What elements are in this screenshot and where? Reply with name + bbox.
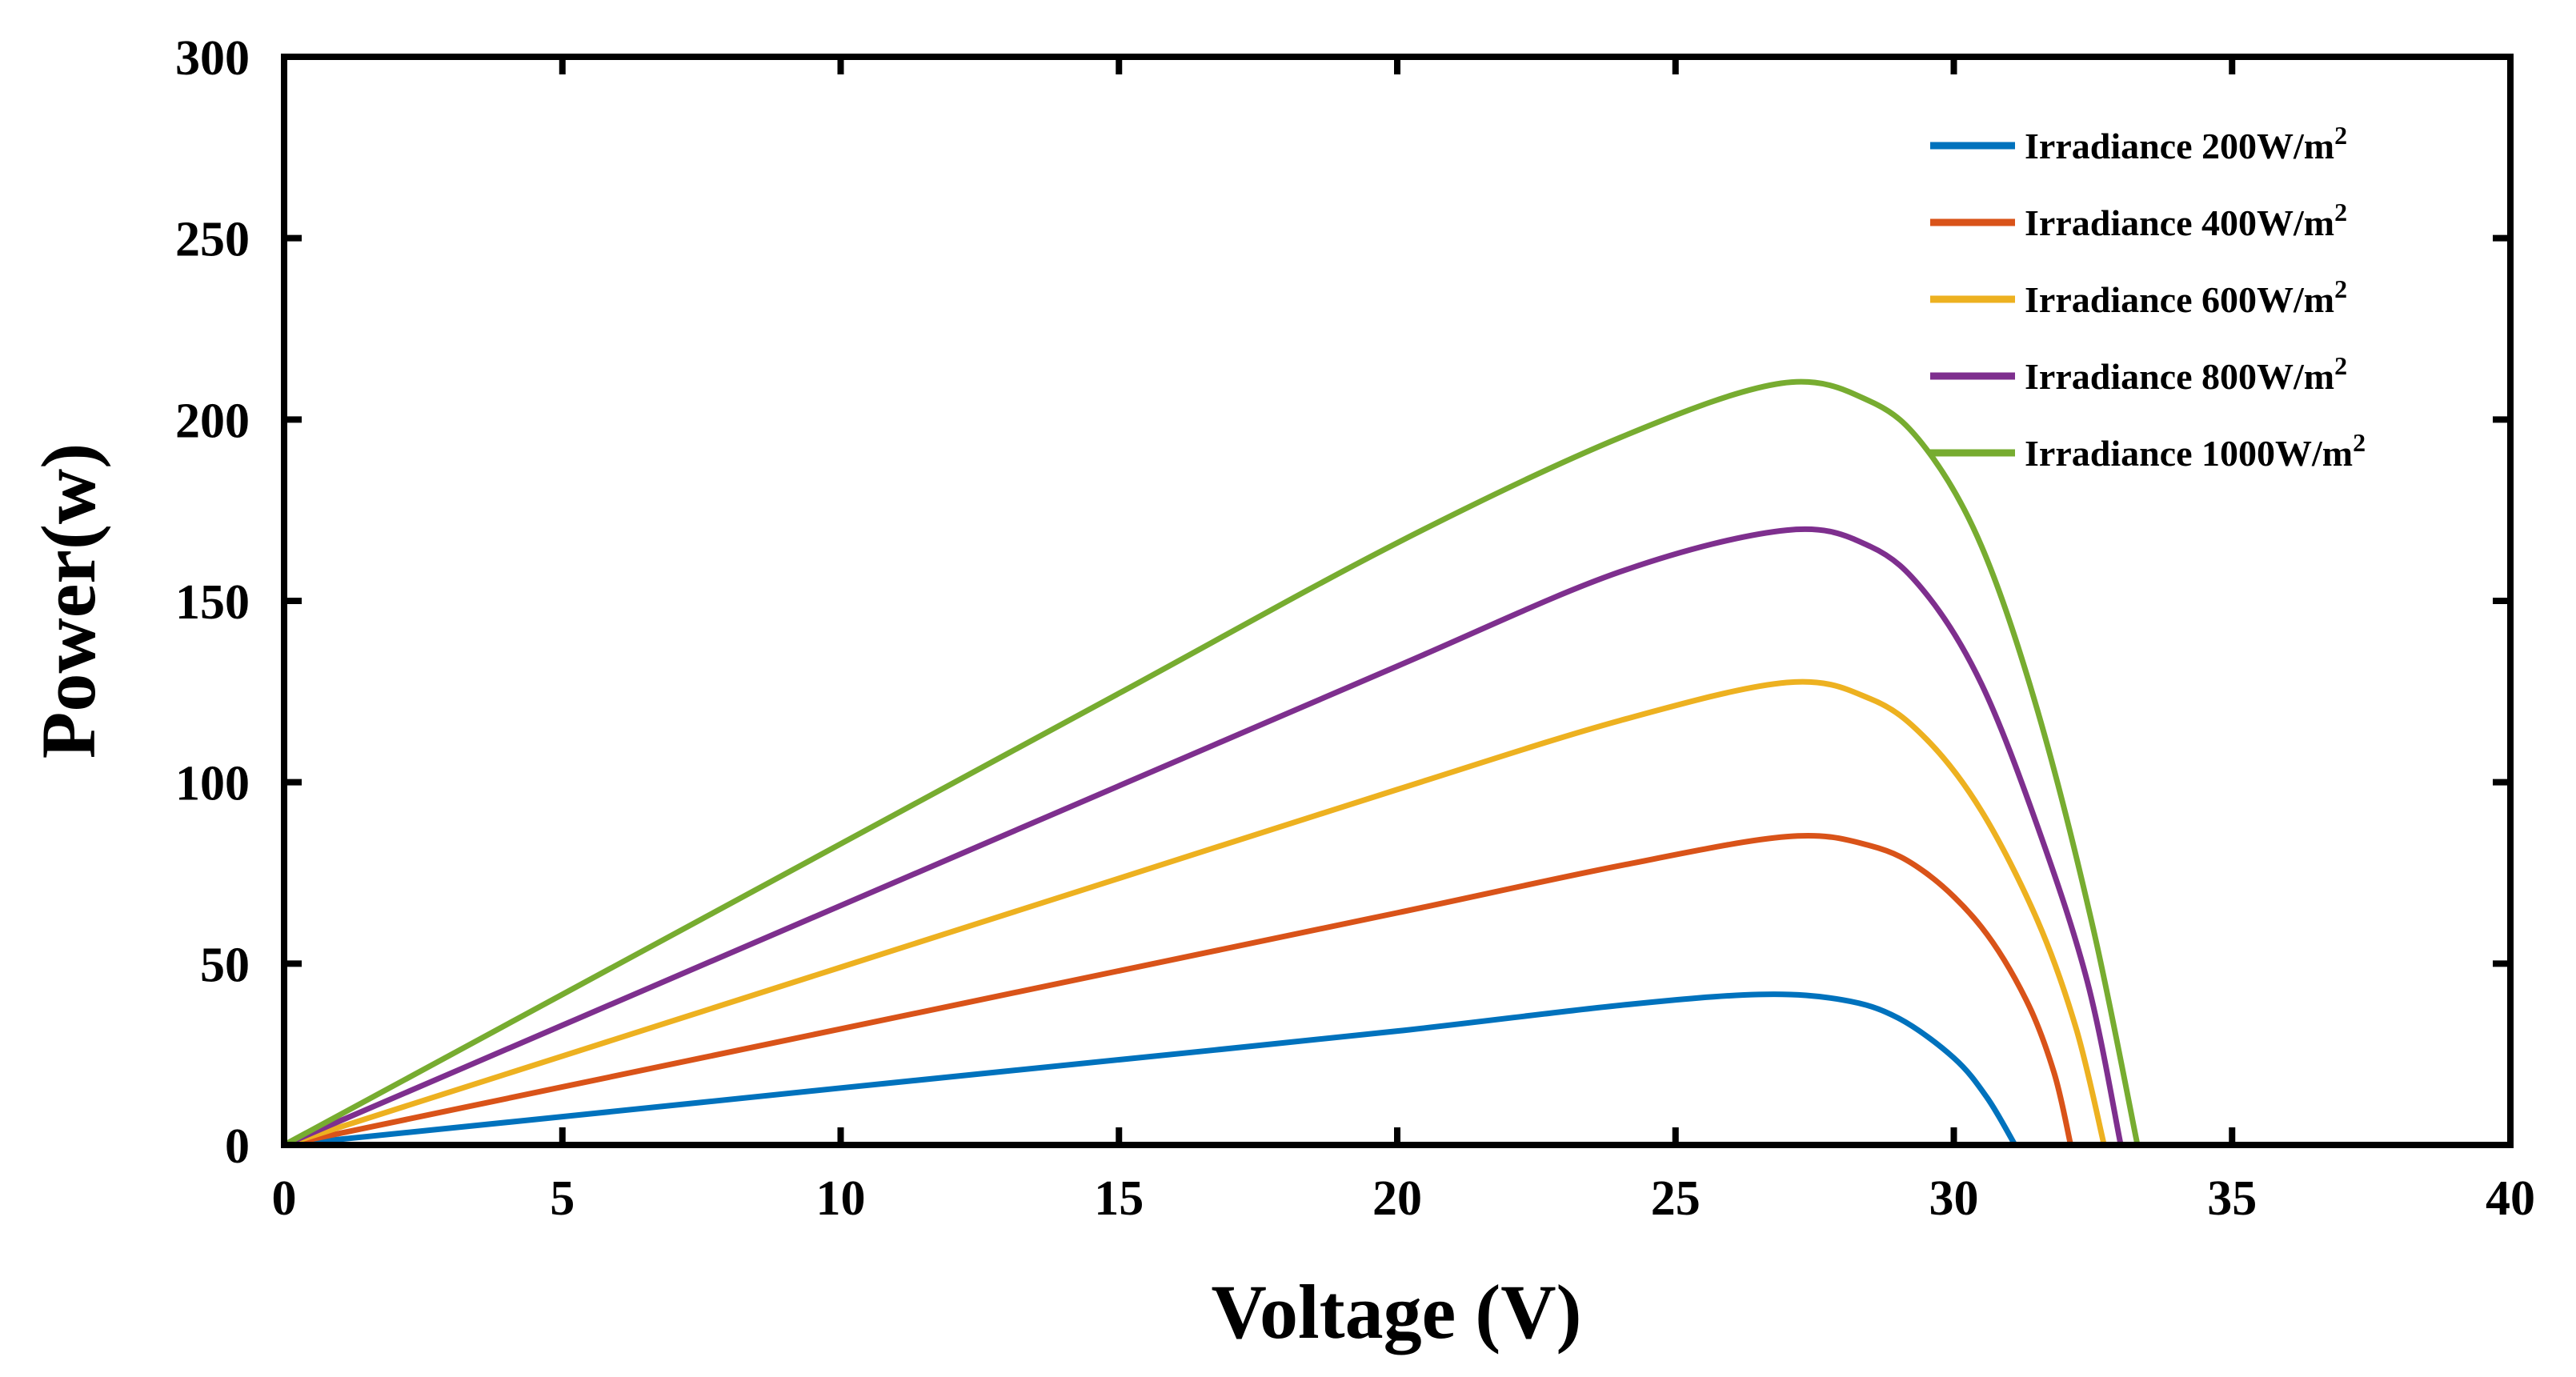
y-tick-label: 150 xyxy=(175,575,250,630)
series-line-3 xyxy=(281,678,2107,1148)
x-tick-label: 10 xyxy=(816,1171,866,1226)
x-tick-label: 0 xyxy=(272,1171,297,1226)
x-tick-label: 30 xyxy=(1929,1171,1979,1226)
legend-label-1: Irradiance 200W/m2 xyxy=(2025,121,2347,166)
legend-label-5: Irradiance 1000W/m2 xyxy=(2025,428,2366,474)
x-tick-label: 35 xyxy=(2207,1171,2257,1226)
series-line-5 xyxy=(281,378,2141,1148)
x-tick-label: 40 xyxy=(2486,1171,2535,1226)
y-tick-label: 250 xyxy=(175,213,250,267)
y-tick-label: 50 xyxy=(200,938,250,992)
y-tick-label: 200 xyxy=(175,394,250,448)
legend-label-2: Irradiance 400W/m2 xyxy=(2025,198,2347,243)
series-line-4 xyxy=(281,526,2124,1148)
ticks-layer xyxy=(281,54,2514,1148)
series-line-2 xyxy=(281,833,2074,1148)
x-tick-label: 20 xyxy=(1372,1171,1422,1226)
series-layer xyxy=(281,378,2141,1148)
legend-label-3: Irradiance 600W/m2 xyxy=(2025,274,2347,320)
x-tick-label: 25 xyxy=(1651,1171,1701,1226)
y-tick-label: 100 xyxy=(175,757,250,811)
y-axis-title: Power(w) xyxy=(26,443,111,759)
tick-labels: 0 5 10 15 20 25 30 35 40 0 50 100 150 200 250 300 xyxy=(175,31,2535,1226)
y-tick-label: 300 xyxy=(175,31,250,86)
x-tick-label: 5 xyxy=(550,1171,575,1226)
y-tick-label: 0 xyxy=(225,1119,250,1174)
legend: Irradiance 200W/m2 Irradiance 400W/m2 Irra… xyxy=(1930,121,2366,474)
series-line-1 xyxy=(281,991,2018,1148)
x-tick-label: 15 xyxy=(1094,1171,1144,1226)
legend-label-4: Irradiance 800W/m2 xyxy=(2025,351,2347,397)
x-axis-title: Voltage (V) xyxy=(1211,1269,1581,1355)
